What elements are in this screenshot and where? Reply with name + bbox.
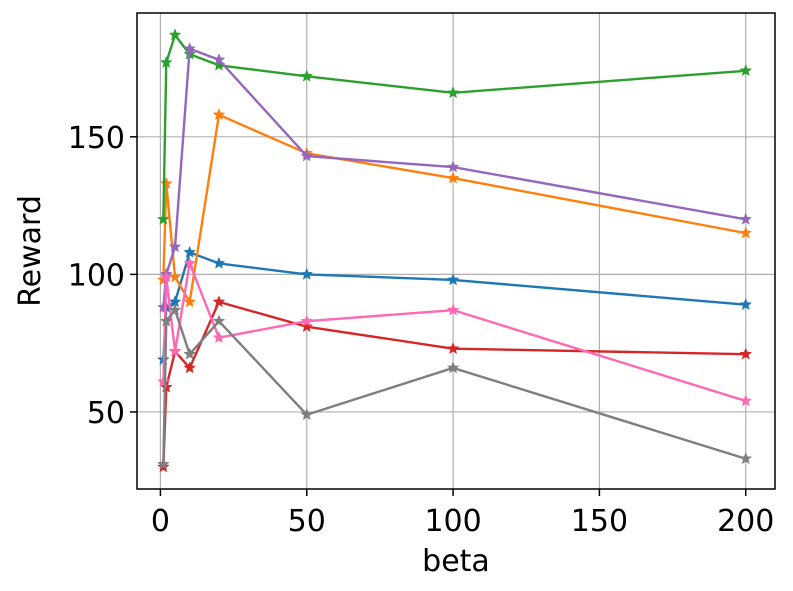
data-point-star	[300, 314, 314, 327]
data-point-star	[212, 314, 226, 327]
series-line	[162, 251, 746, 360]
series-7	[156, 303, 753, 470]
y-tick-label: 50	[87, 396, 125, 431]
data-point-star	[739, 226, 753, 239]
data-point-star	[446, 171, 460, 184]
data-point-star	[183, 295, 197, 308]
data-point-star	[159, 176, 173, 189]
data-point-star	[159, 270, 173, 283]
series-line	[162, 33, 746, 220]
series-line	[162, 262, 747, 403]
series-line	[162, 308, 747, 465]
series-line	[162, 113, 746, 304]
data-point-star	[739, 452, 753, 465]
data-point-star	[212, 108, 226, 121]
data-point-star	[156, 457, 170, 470]
data-point-star	[300, 267, 314, 280]
data-point-star	[212, 256, 226, 269]
x-tick-label: 50	[288, 504, 326, 539]
grid-lines	[137, 13, 775, 489]
series-line	[162, 47, 746, 308]
data-point-star	[183, 42, 197, 55]
data-point-star	[300, 319, 314, 333]
data-point-star	[300, 69, 314, 82]
data-point-star	[156, 375, 170, 388]
x-tick-label: 100	[424, 504, 481, 539]
x-tick-label: 0	[151, 504, 170, 539]
x-tick-label: 200	[717, 504, 774, 539]
data-point-star	[159, 314, 173, 327]
y-tick-label: 100	[68, 258, 125, 293]
data-point-star	[168, 344, 182, 357]
data-point-star	[446, 86, 460, 99]
data-point-star	[212, 53, 226, 66]
data-point-star	[159, 55, 173, 68]
data-point-star	[300, 149, 314, 162]
data-point-star	[300, 408, 314, 421]
series-line	[162, 300, 746, 468]
y-tick-label: 150	[68, 121, 125, 156]
data-point-star	[739, 297, 753, 311]
data-point-star	[183, 256, 197, 269]
data-point-star	[156, 300, 170, 313]
data-point-star	[156, 212, 170, 225]
data-point-star	[168, 303, 182, 316]
series-4	[156, 295, 753, 473]
data-point-star	[183, 361, 197, 374]
series-6	[156, 256, 753, 407]
data-point-star	[446, 273, 460, 286]
data-point-star	[446, 303, 460, 316]
data-point-star	[739, 347, 753, 360]
data-point-star	[446, 341, 460, 355]
data-point-star	[446, 361, 460, 374]
x-axis-label: beta	[422, 544, 490, 579]
y-axis-label: Reward	[13, 195, 48, 307]
axis-ticks: 0 50 100 150 200 50 100 150	[68, 121, 775, 539]
data-point-star	[212, 295, 226, 308]
data-point-star	[739, 212, 753, 225]
plot-frame	[136, 12, 776, 490]
data-point-star	[446, 160, 460, 173]
series-group	[156, 28, 753, 473]
data-point-star	[212, 330, 226, 344]
x-tick-label: 150	[571, 504, 628, 539]
data-point-star	[183, 245, 197, 258]
data-point-star	[739, 394, 753, 407]
data-point-star	[168, 240, 182, 253]
data-point-star	[183, 347, 197, 360]
data-point-star	[739, 64, 753, 77]
data-point-star	[168, 28, 182, 41]
